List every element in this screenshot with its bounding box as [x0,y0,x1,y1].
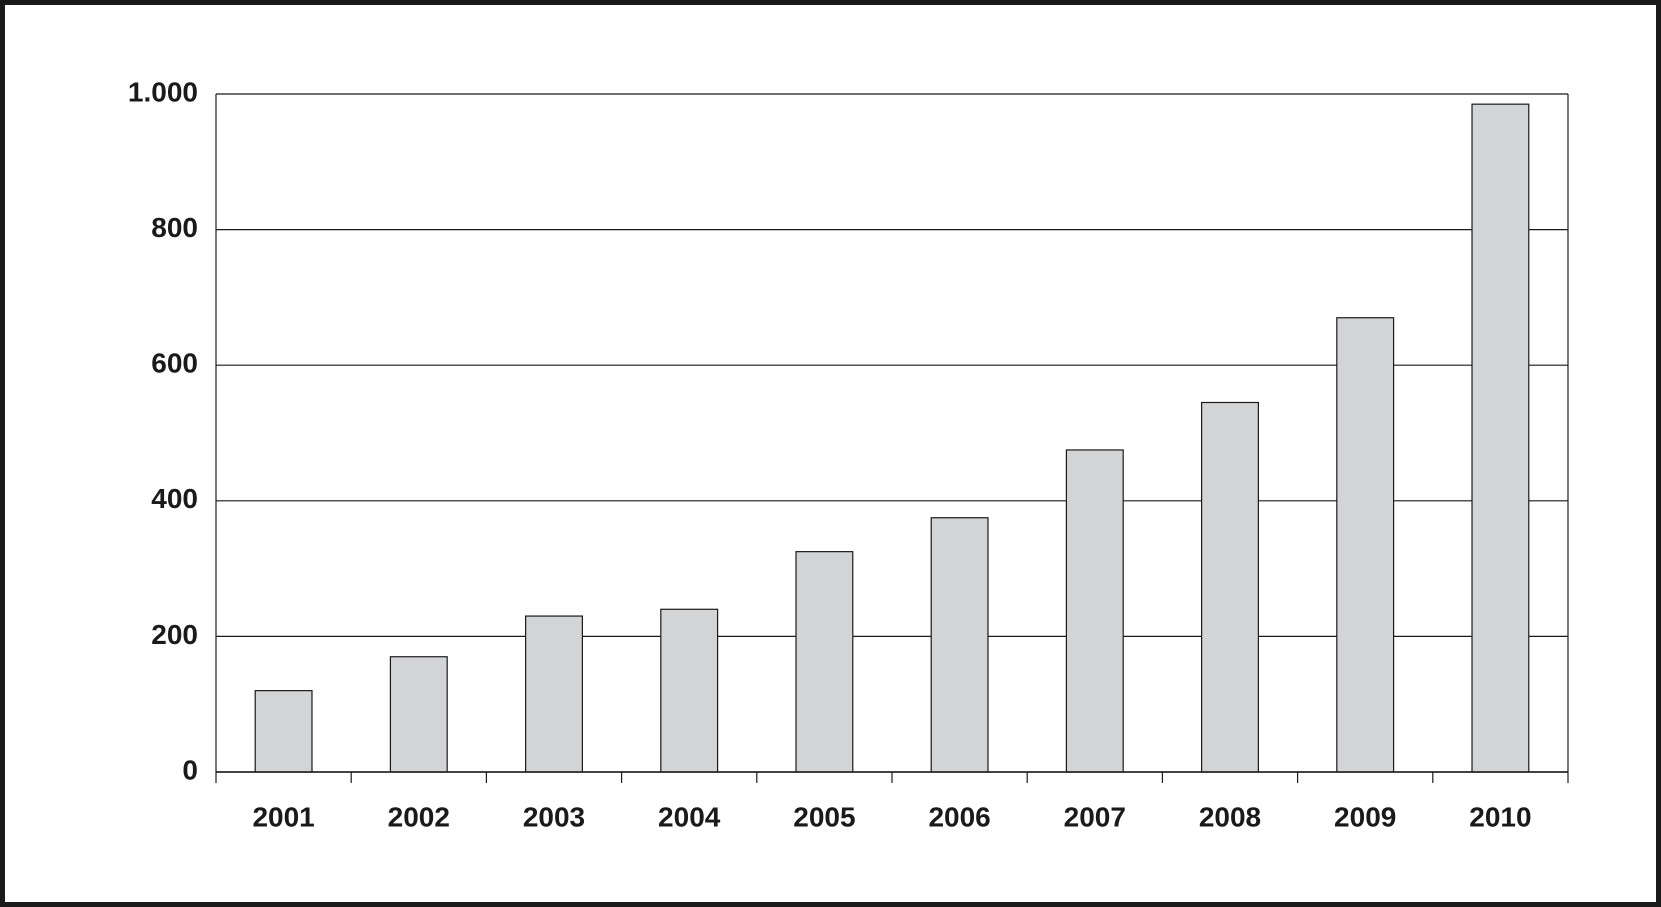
bar [795,551,854,773]
x-tick-label: 2007 [1064,801,1126,832]
y-tick-label: 0 [182,754,198,785]
bar [1471,103,1530,773]
bar [389,656,448,773]
bar [254,690,313,773]
x-tick-label: 2009 [1334,801,1396,832]
x-tick-label: 2010 [1469,801,1531,832]
x-tick-label: 2002 [388,801,450,832]
x-tick-label: 2008 [1199,801,1261,832]
bar [1065,449,1124,773]
x-tick-label: 2001 [252,801,314,832]
x-tick-label: 2006 [928,801,990,832]
bar [1336,317,1395,773]
bar [525,615,583,773]
x-tick-label: 2003 [523,801,585,832]
y-tick-label: 600 [151,348,198,379]
y-tick-label: 200 [151,619,198,650]
bar [930,517,989,773]
y-tick-label: 1.000 [128,76,198,107]
x-tick-label: 2005 [793,801,855,832]
x-tick-label: 2004 [658,801,721,832]
bar [1201,401,1259,773]
bar [660,608,719,773]
y-tick-label: 800 [151,212,198,243]
y-tick-label: 400 [151,483,198,514]
